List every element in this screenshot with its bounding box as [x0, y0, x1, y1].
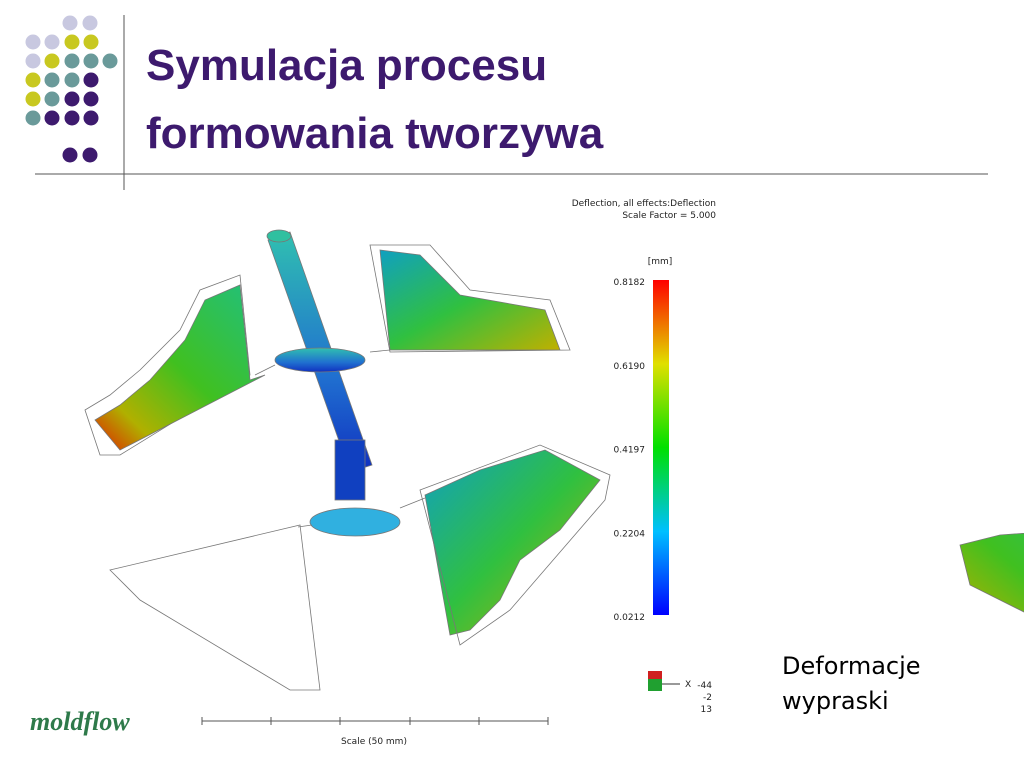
legend-unit: [mm] — [648, 257, 673, 267]
dot — [82, 147, 98, 163]
scale-bar — [201, 717, 549, 725]
legend-label: 0.2204 — [614, 529, 646, 539]
dot — [83, 34, 99, 50]
legend-label: 0.4197 — [614, 446, 646, 456]
caption: Deformacje — [782, 652, 921, 680]
dot — [64, 72, 80, 88]
logo: moldflow — [30, 707, 130, 736]
dot — [25, 53, 41, 69]
dot — [25, 91, 41, 107]
dot — [64, 91, 80, 107]
title-line: Symulacja procesu — [146, 41, 547, 90]
dot — [102, 53, 118, 69]
dot — [64, 34, 80, 50]
dot — [64, 110, 80, 126]
caption: wypraski — [782, 687, 889, 715]
dot — [44, 72, 60, 88]
legend-colorbar — [653, 280, 669, 615]
dot — [25, 72, 41, 88]
dot — [83, 110, 99, 126]
scale-label: Scale (50 mm) — [341, 737, 407, 747]
decor-dots — [25, 15, 118, 163]
dot — [83, 72, 99, 88]
dot — [62, 147, 78, 163]
axis-triad — [648, 671, 680, 691]
dot — [62, 15, 78, 31]
sim-header: Deflection, all effects:Deflection — [572, 199, 716, 209]
title-line: formowania tworzywa — [146, 109, 604, 158]
dot — [82, 15, 98, 31]
axis-value: -2 — [703, 693, 712, 703]
dot — [44, 91, 60, 107]
dot — [44, 34, 60, 50]
legend-label: 0.6190 — [614, 362, 646, 372]
dot — [83, 53, 99, 69]
dot — [64, 53, 80, 69]
dot — [25, 110, 41, 126]
legend-label: 0.8182 — [614, 278, 646, 288]
axis-value: -44 — [697, 681, 712, 691]
dot — [83, 91, 99, 107]
dot — [25, 34, 41, 50]
dot — [44, 53, 60, 69]
simulation-image — [84, 229, 1024, 691]
sim-header: Scale Factor = 5.000 — [622, 211, 716, 221]
legend-label: 0.0212 — [614, 613, 646, 623]
axis-label: X — [685, 680, 691, 690]
dot — [44, 110, 60, 126]
axis-value: 13 — [701, 705, 712, 715]
